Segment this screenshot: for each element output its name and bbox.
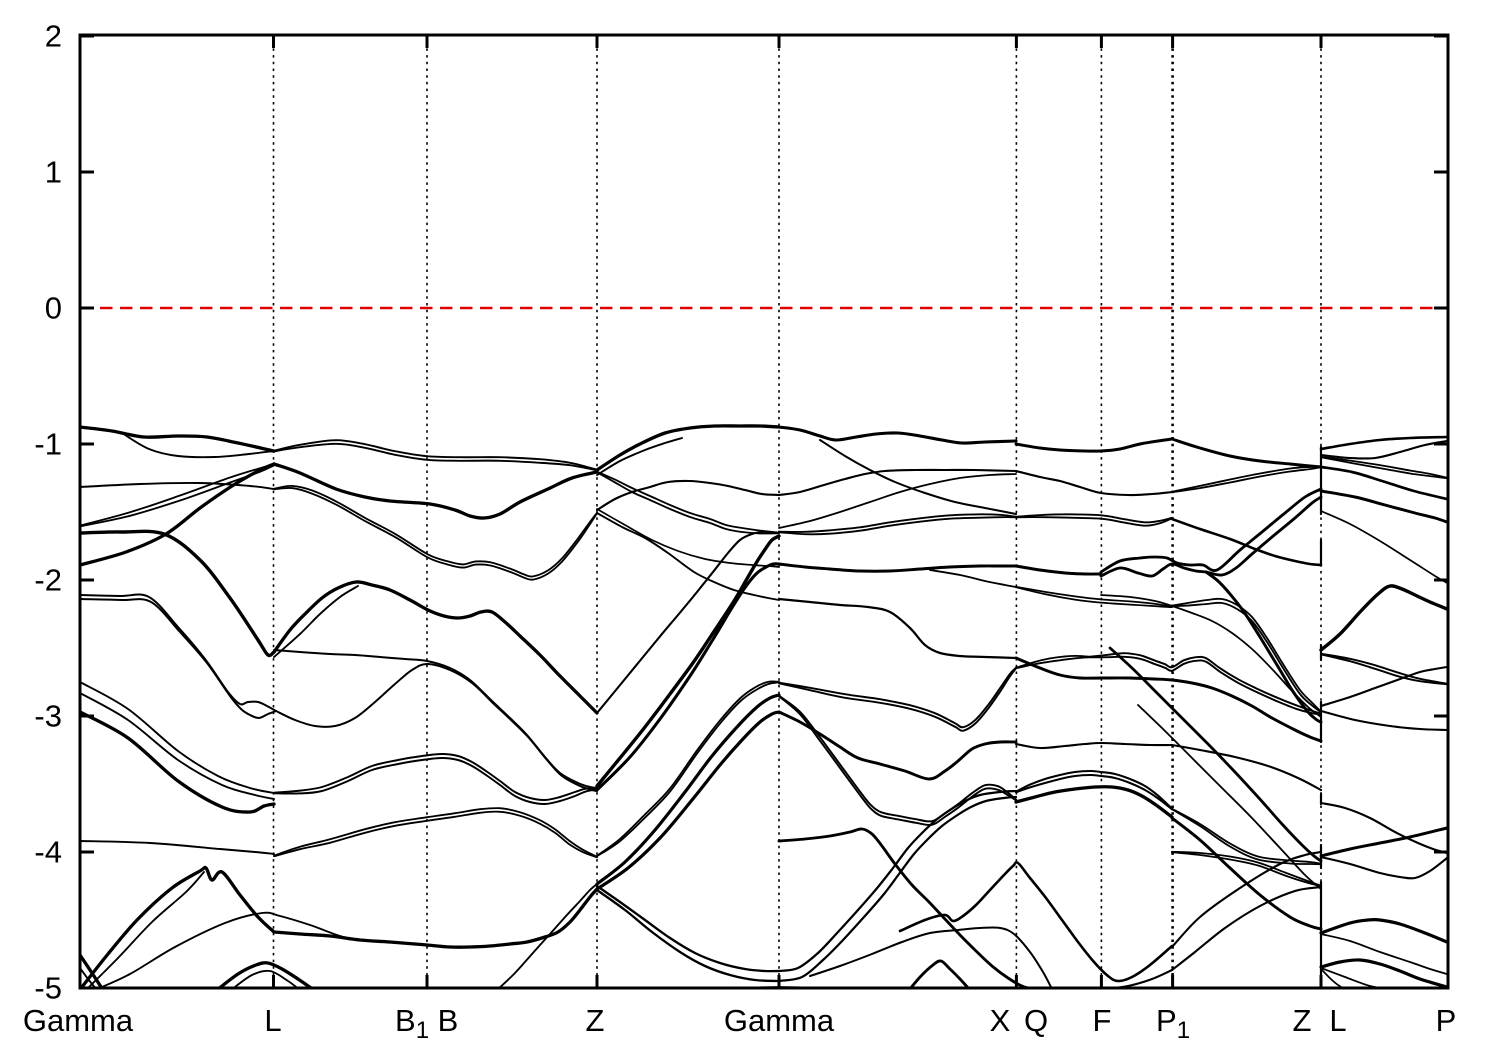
svg-text:-2: -2: [34, 563, 62, 598]
svg-text:B1 B: B1 B: [395, 1003, 458, 1044]
svg-text:2: 2: [45, 19, 62, 54]
svg-text:Z: Z: [586, 1003, 605, 1038]
svg-text:L: L: [1329, 1003, 1346, 1038]
svg-text:0: 0: [45, 291, 62, 326]
svg-text:-1: -1: [34, 427, 62, 462]
svg-text:Q: Q: [1024, 1003, 1048, 1038]
svg-text:1: 1: [45, 155, 62, 190]
svg-text:X: X: [990, 1003, 1011, 1038]
svg-text:L: L: [264, 1003, 281, 1038]
svg-text:-5: -5: [34, 971, 62, 1006]
svg-text:Gamma: Gamma: [23, 1003, 134, 1038]
svg-text:P: P: [1436, 1003, 1457, 1038]
svg-text:-4: -4: [34, 835, 62, 870]
svg-text:Z: Z: [1293, 1003, 1312, 1038]
svg-text:Gamma: Gamma: [724, 1003, 835, 1038]
svg-text:F: F: [1093, 1003, 1112, 1038]
svg-text:-3: -3: [34, 699, 62, 734]
